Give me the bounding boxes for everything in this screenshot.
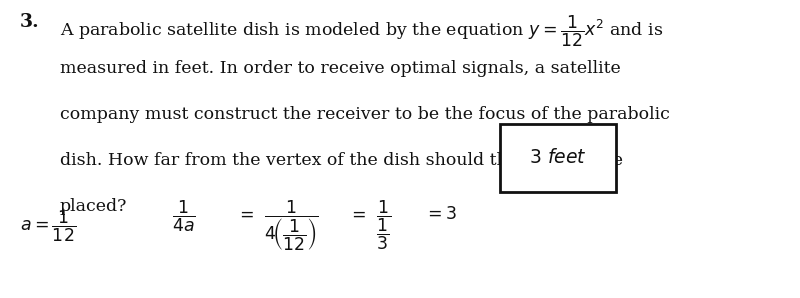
Text: A parabolic satellite dish is modeled by the equation $y = \dfrac{1}{12}x^2$ and: A parabolic satellite dish is modeled by… bbox=[60, 13, 663, 49]
Text: measured in feet. In order to receive optimal signals, a satellite: measured in feet. In order to receive op… bbox=[60, 60, 621, 77]
Text: $\dfrac{1}{4\!\left(\dfrac{1}{12}\right)}$: $\dfrac{1}{4\!\left(\dfrac{1}{12}\right)… bbox=[264, 198, 319, 253]
Text: $3\ \mathit{feet}$: $3\ \mathit{feet}$ bbox=[529, 148, 587, 167]
Text: $=$: $=$ bbox=[236, 206, 254, 223]
Text: company must construct the receiver to be the focus of the parabolic: company must construct the receiver to b… bbox=[60, 106, 670, 123]
Text: 3.: 3. bbox=[20, 13, 40, 31]
Text: $= 3$: $= 3$ bbox=[424, 206, 457, 223]
FancyBboxPatch shape bbox=[500, 124, 616, 192]
Text: placed?: placed? bbox=[60, 198, 127, 215]
Text: dish. How far from the vertex of the dish should the receiver be: dish. How far from the vertex of the dis… bbox=[60, 152, 623, 169]
Text: $=$: $=$ bbox=[348, 206, 366, 223]
Text: $a = \dfrac{1}{12}$: $a = \dfrac{1}{12}$ bbox=[20, 209, 76, 244]
Text: $\dfrac{1}{\dfrac{1}{3}}$: $\dfrac{1}{\dfrac{1}{3}}$ bbox=[376, 198, 391, 252]
Text: $\dfrac{1}{4a}$: $\dfrac{1}{4a}$ bbox=[172, 198, 196, 234]
